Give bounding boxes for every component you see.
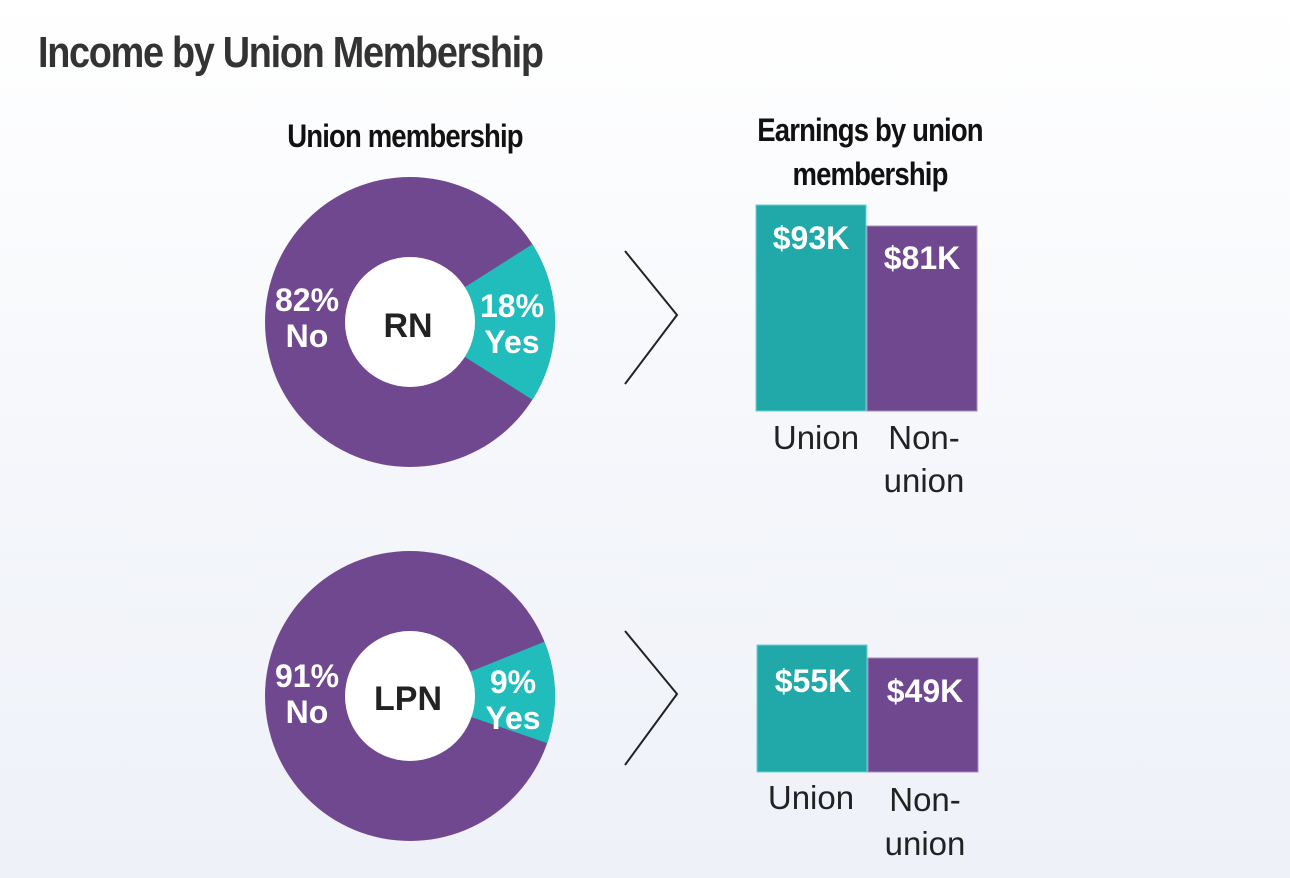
rn-non-union-category-line1: Non-: [888, 419, 960, 456]
lpn-donut-hole: [345, 631, 475, 761]
lpn-no-pct: 91%: [275, 658, 339, 694]
lpn-yes-slice: [410, 641, 556, 744]
lpn-non-union-category-line1: Non-: [889, 781, 961, 818]
rn-no-pct: 82%: [275, 282, 339, 318]
bar-section-header-line1: Earnings by union: [757, 112, 983, 148]
lpn-union-bar: [756, 644, 868, 773]
rn-donut-hole: [345, 257, 475, 387]
rn-union-value: $93K: [773, 220, 850, 256]
rn-union-category: Union: [773, 419, 859, 456]
lpn-no-label: No: [286, 694, 329, 730]
rn-non-union-category-line2: union: [884, 462, 965, 499]
rn-non-union-bar: [866, 225, 978, 412]
bar-section-header-line2: membership: [792, 156, 948, 192]
lpn-yes-pct: 9%: [490, 664, 536, 700]
lpn-non-union-value: $49K: [887, 673, 964, 709]
rn-no-label: No: [286, 318, 329, 354]
lpn-non-union-bar: [867, 657, 979, 773]
lpn-center-label: LPN: [374, 680, 442, 718]
rn-yes-pct: 18%: [480, 288, 544, 324]
chevron-right-icon: [624, 630, 679, 766]
rn-union-bar: [755, 204, 867, 412]
rn-bar-chart: $93K $81K Union Non- union: [755, 204, 978, 499]
lpn-yes-label: Yes: [485, 700, 540, 736]
rn-yes-slice: [410, 244, 556, 400]
rn-center-label: RN: [383, 307, 432, 345]
lpn-non-union-category-line2: union: [885, 825, 966, 862]
rn-donut-chart: RN 82% No 18% Yes: [265, 177, 556, 467]
donut-section-header: Union membership: [287, 118, 523, 154]
chevron-right-icon: [624, 250, 679, 385]
lpn-union-value: $55K: [775, 663, 852, 699]
lpn-bar-chart: $55K $49K Union Non- union: [756, 644, 979, 862]
lpn-union-category: Union: [768, 779, 854, 816]
rn-yes-label: Yes: [484, 324, 539, 360]
rn-non-union-value: $81K: [884, 240, 961, 276]
page-title: Income by Union Membership: [38, 28, 544, 77]
lpn-donut-chart: LPN 91% No 9% Yes: [265, 551, 556, 841]
